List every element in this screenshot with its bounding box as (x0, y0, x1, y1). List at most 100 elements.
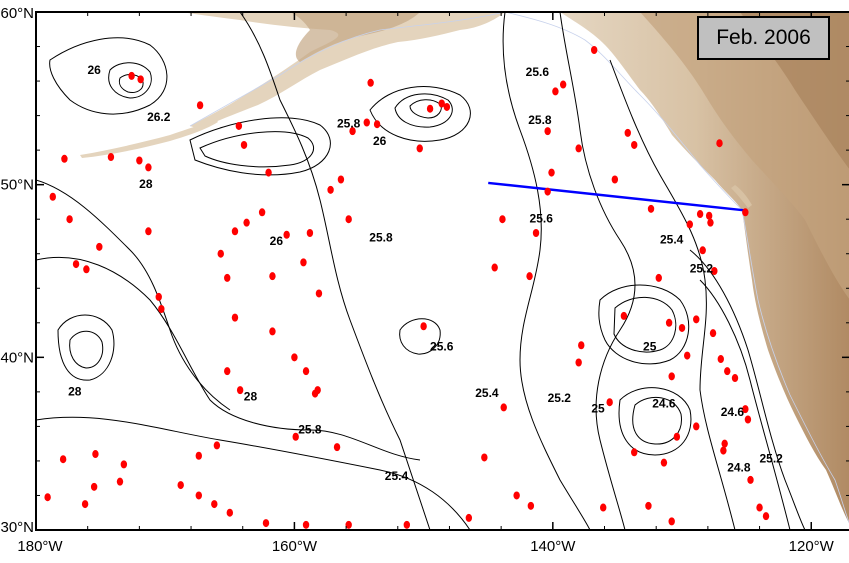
station-marker (544, 187, 551, 196)
station-marker (145, 163, 152, 172)
station-marker (420, 322, 427, 331)
date-label-box: Feb. 2006 (697, 16, 830, 60)
station-marker (217, 249, 224, 258)
contour-label: 25 (591, 402, 605, 416)
station-marker (513, 491, 520, 500)
contour-line (49, 37, 168, 115)
transect-line (488, 181, 747, 212)
station-marker (107, 153, 115, 162)
lat-tick-label: 60°N (0, 5, 34, 22)
station-marker (711, 267, 718, 275)
station-marker (262, 519, 270, 528)
station-marker (327, 185, 334, 194)
station-marker (720, 446, 727, 455)
station-marker (699, 246, 706, 255)
station-marker (491, 263, 498, 272)
contour-line (394, 93, 453, 128)
station-marker (373, 120, 381, 129)
station-marker (61, 154, 68, 163)
contour-line (699, 279, 791, 530)
station-marker (693, 315, 700, 324)
station-marker (693, 422, 700, 431)
station-marker (226, 508, 234, 517)
contour-label: 25.2 (690, 262, 714, 276)
contour-label: 25.6 (430, 339, 454, 353)
station-marker (426, 104, 434, 113)
contour-line (36, 179, 231, 411)
station-marker (196, 101, 204, 110)
station-marker (302, 520, 310, 529)
contour-line (69, 330, 104, 369)
lat-tick-label: 50°N (0, 177, 34, 194)
map-frame (35, 11, 849, 531)
contour-label: 26 (270, 234, 284, 248)
station-marker (438, 99, 445, 108)
contour-label: 25 (643, 339, 657, 353)
station-marker (443, 102, 451, 111)
station-marker (363, 118, 370, 127)
station-markers (44, 45, 770, 529)
contour-label: 24.6 (652, 396, 676, 410)
lon-tick-label: 140°W (530, 538, 576, 555)
station-marker (236, 386, 244, 395)
station-marker (333, 443, 341, 452)
lat-tick-label: 30°N (0, 519, 34, 536)
station-marker (668, 517, 675, 526)
contour-label: 25.8 (369, 231, 393, 245)
contour-line (689, 249, 806, 530)
contour-label: 28 (139, 177, 153, 191)
station-marker (283, 230, 290, 239)
station-marker (300, 258, 307, 267)
station-marker (145, 227, 152, 236)
station-marker (620, 311, 628, 320)
contour-label: 26 (87, 63, 101, 77)
station-marker (756, 503, 763, 512)
station-marker (665, 318, 673, 327)
station-marker (231, 227, 239, 236)
station-marker (578, 341, 585, 350)
station-marker (81, 500, 89, 509)
station-marker (83, 265, 90, 274)
contour-line (609, 59, 736, 530)
station-marker (269, 327, 276, 336)
contour-line (239, 12, 431, 530)
station-marker (724, 367, 731, 376)
station-marker (747, 475, 754, 484)
contour-line (502, 12, 591, 530)
station-marker (403, 520, 411, 529)
station-marker (116, 477, 124, 486)
contour-label: 25.6 (530, 212, 554, 226)
station-marker (575, 144, 582, 153)
station-marker (258, 208, 266, 217)
station-marker (44, 493, 51, 502)
station-marker (195, 451, 202, 460)
station-marker (717, 355, 724, 364)
station-marker (292, 432, 299, 441)
station-marker (481, 453, 488, 462)
contour-label: 25.6 (526, 65, 550, 79)
station-marker (742, 405, 749, 414)
station-marker (684, 351, 691, 360)
lon-tick-label: 120°W (789, 538, 835, 555)
station-marker (49, 192, 56, 201)
station-marker (624, 128, 631, 137)
alaska-land (180, 12, 505, 128)
station-marker (158, 304, 165, 313)
station-marker (590, 45, 598, 54)
station-marker (66, 215, 73, 224)
contour-line (598, 284, 690, 365)
station-marker (678, 323, 686, 332)
station-marker (655, 273, 662, 282)
contour-line (199, 131, 314, 168)
lat-tick-label: 40°N (0, 349, 34, 366)
station-marker (240, 140, 248, 149)
station-marker (72, 260, 80, 269)
station-marker (311, 389, 319, 398)
station-marker (243, 218, 250, 227)
contour-label: 24.8 (727, 460, 751, 474)
lon-tick-label: 180°W (17, 538, 63, 555)
contour-label: 25.8 (298, 422, 322, 436)
station-marker (224, 367, 231, 376)
station-marker (705, 211, 713, 220)
